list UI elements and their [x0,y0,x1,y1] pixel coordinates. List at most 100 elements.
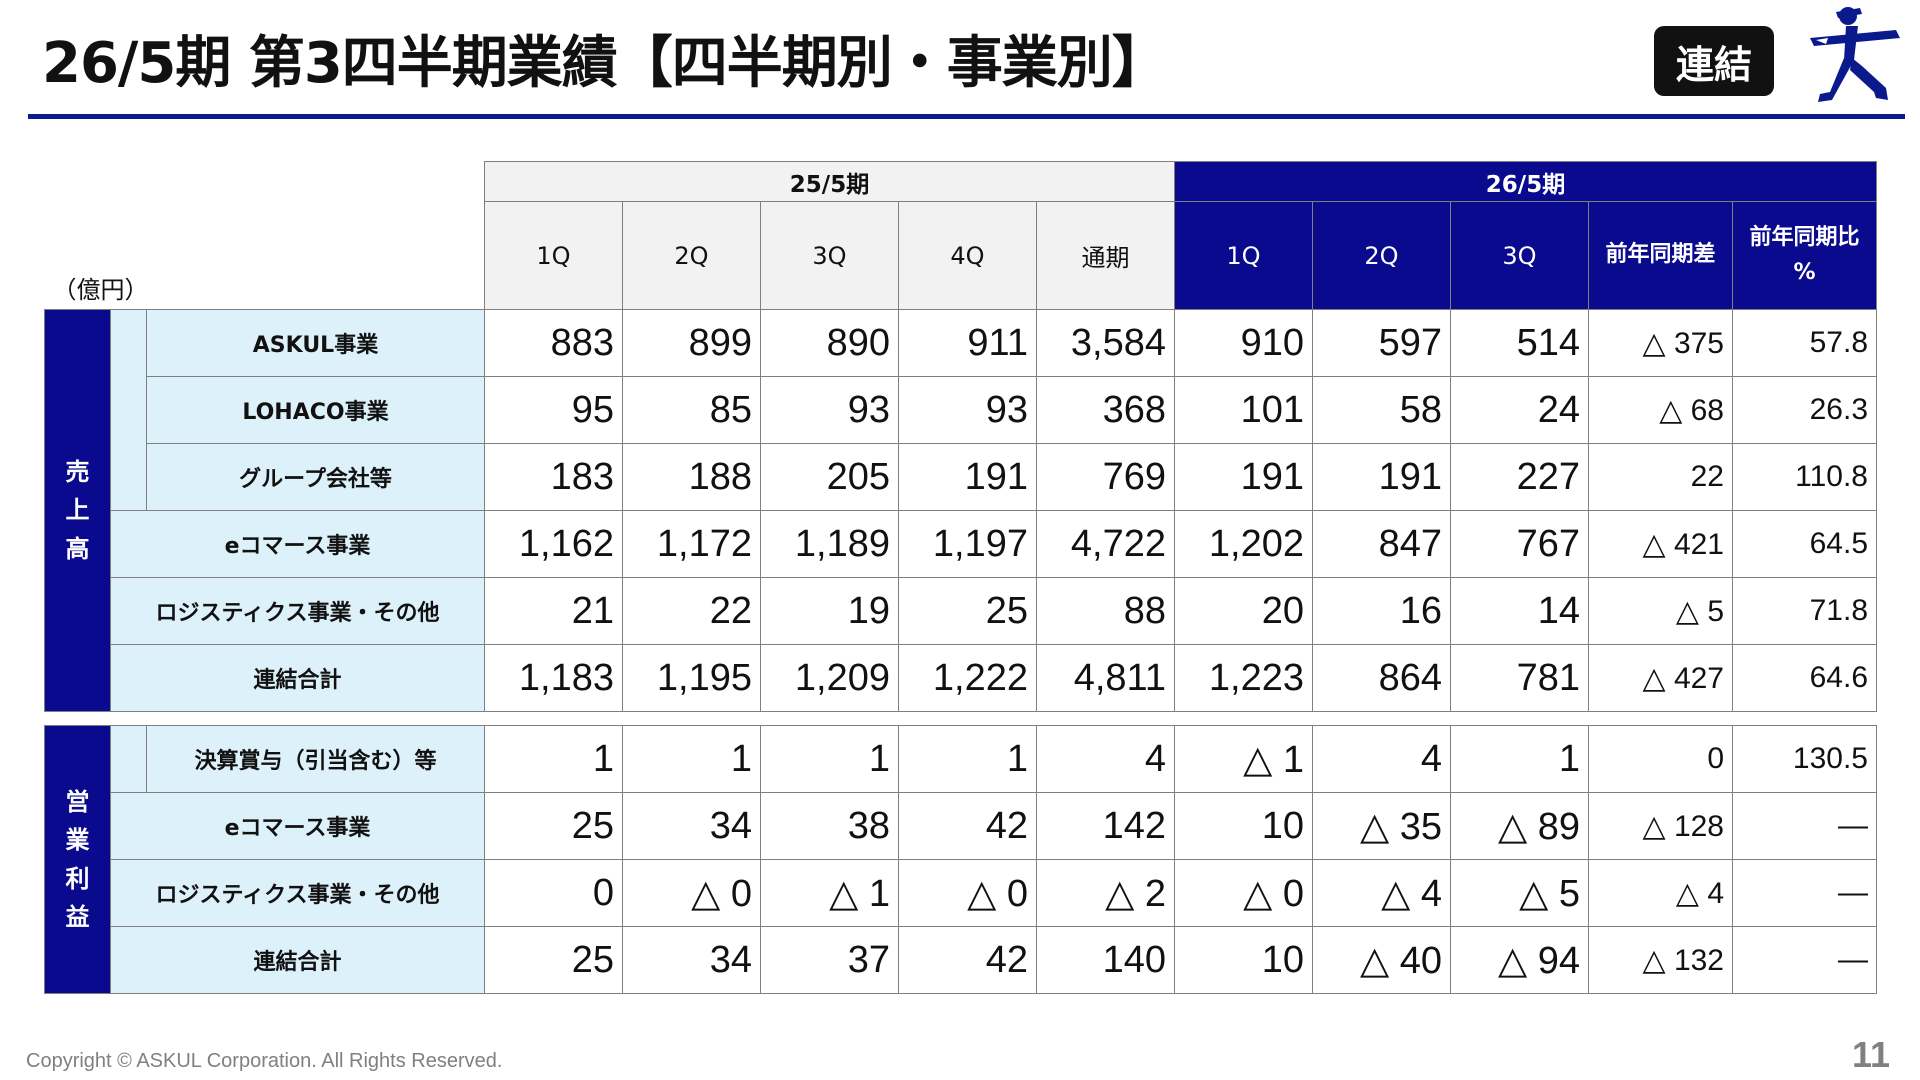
value-cell: 1,172 [622,510,761,578]
value-cell: 191 [898,443,1037,511]
section-gap [44,711,1877,726]
row-indent [110,725,147,793]
group-label-char: 利 [65,864,90,893]
row-label: ASKUL事業 [146,309,485,377]
yoy-ratio-unit: % [1793,259,1816,285]
row-indent [110,309,147,511]
value-cell: 20 [1174,577,1313,645]
row-label: 連結合計 [110,644,485,712]
value-cell: 183 [484,443,623,511]
group-label-char: 売 [65,457,90,486]
table-row: 連結合計 25 34 37 42 140 10 △ 40 △ 94 △ 132 ― [45,926,1877,994]
row-label: 決算賞与（引当含む）等 [146,725,485,793]
value-cell: △ 375 [1588,309,1733,377]
value-cell: 22 [622,577,761,645]
value-cell: 42 [898,792,1037,860]
column-header-yoy-ratio: 前年同期比% [1732,201,1877,310]
value-cell: 34 [622,792,761,860]
value-cell: △ 128 [1588,792,1733,860]
value-cell: 101 [1174,376,1313,444]
value-cell: △ 0 [1174,859,1313,927]
value-cell: 1 [898,725,1037,793]
value-cell: △ 4 [1588,859,1733,927]
value-cell: 4,722 [1036,510,1175,578]
value-cell: ― [1732,792,1877,860]
value-cell: 64.6 [1732,644,1877,712]
value-cell: 16 [1312,577,1451,645]
value-cell: 21 [484,577,623,645]
value-cell: 1,183 [484,644,623,712]
row-label: ロジスティクス事業・その他 [110,859,485,927]
value-cell: 1 [760,725,899,793]
value-cell: 1,195 [622,644,761,712]
value-cell: 64.5 [1732,510,1877,578]
page-title: 26/5期 第3四半期業績【四半期別・事業別】 [42,31,1168,96]
value-cell: △ 1 [760,859,899,927]
value-cell: △ 68 [1588,376,1733,444]
value-cell: 205 [760,443,899,511]
value-cell: 188 [622,443,761,511]
askul-runner-logo-icon [1810,7,1900,102]
value-cell: 910 [1174,309,1313,377]
column-header-prev: 3Q [760,201,899,310]
value-cell: 25 [484,792,623,860]
table-row: 連結合計 1,183 1,195 1,209 1,222 4,811 1,223 864 781… [45,644,1877,712]
value-cell: 25 [484,926,623,994]
value-cell: 0 [484,859,623,927]
value-cell: 142 [1036,792,1175,860]
value-cell: 1,223 [1174,644,1313,712]
value-cell: 14 [1450,577,1589,645]
group-label-char: 益 [65,902,90,931]
row-label: グループ会社等 [146,443,485,511]
row-label: LOHACO事業 [146,376,485,444]
value-cell: 4 [1312,725,1451,793]
value-cell: △ 89 [1450,792,1589,860]
row-label: ロジスティクス事業・その他 [110,577,485,645]
value-cell: △ 132 [1588,926,1733,994]
column-header-prev: 通期 [1036,201,1175,310]
value-cell: 890 [760,309,899,377]
table-row: LOHACO事業 95 85 93 93 368 101 58 24 △ 68 26.3 [45,376,1877,444]
value-cell: 597 [1312,309,1451,377]
value-cell: △ 5 [1588,577,1733,645]
value-cell: 1 [622,725,761,793]
quarterly-results-table: （億円） 25/5期 26/5期 1Q 2Q 3Q 4Q 通期 1Q 2Q 3Q 前年同期差 前年… [44,161,1877,994]
table-row: ロジスティクス事業・その他 0 △ 0 △ 1 △ 0 △ 2 △ 0 △ 4 △ 5 △ 4 ― [45,859,1877,927]
row-label: 連結合計 [110,926,485,994]
value-cell: 514 [1450,309,1589,377]
value-cell: 4 [1036,725,1175,793]
group-label-char: 高 [65,534,90,563]
column-header-yoy-diff: 前年同期差 [1588,201,1733,310]
value-cell: 847 [1312,510,1451,578]
copyright-text: Copyright © ASKUL Corporation. All Right… [26,1050,503,1072]
value-cell: 42 [898,926,1037,994]
value-cell: △ 35 [1312,792,1451,860]
group-label-char: 上 [65,496,90,525]
group-label-char: 営 [65,787,90,816]
value-cell: 95 [484,376,623,444]
value-cell: △ 0 [898,859,1037,927]
value-cell: △ 427 [1588,644,1733,712]
value-cell: 130.5 [1732,725,1877,793]
value-cell: 22 [1588,443,1733,511]
group-label-sales_group: 売上高 [44,309,111,712]
value-cell: 899 [622,309,761,377]
value-cell: △ 0 [622,859,761,927]
page-number: 11 [1852,1034,1891,1075]
value-cell: △ 1 [1174,725,1313,793]
value-cell: 781 [1450,644,1589,712]
value-cell: ― [1732,859,1877,927]
header-spacer: （億円） [44,161,485,310]
value-cell: 110.8 [1732,443,1877,511]
value-cell: 24 [1450,376,1589,444]
value-cell: 37 [760,926,899,994]
row-label: eコマース事業 [110,792,485,860]
table-row: グループ会社等 183 188 205 191 769 191 191 227 22 110.8 [45,443,1877,511]
group-label-char: 業 [65,826,90,855]
value-cell: 767 [1450,510,1589,578]
value-cell: 140 [1036,926,1175,994]
value-cell: 4,811 [1036,644,1175,712]
value-cell: △ 4 [1312,859,1451,927]
value-cell: 1,222 [898,644,1037,712]
value-cell: 227 [1450,443,1589,511]
